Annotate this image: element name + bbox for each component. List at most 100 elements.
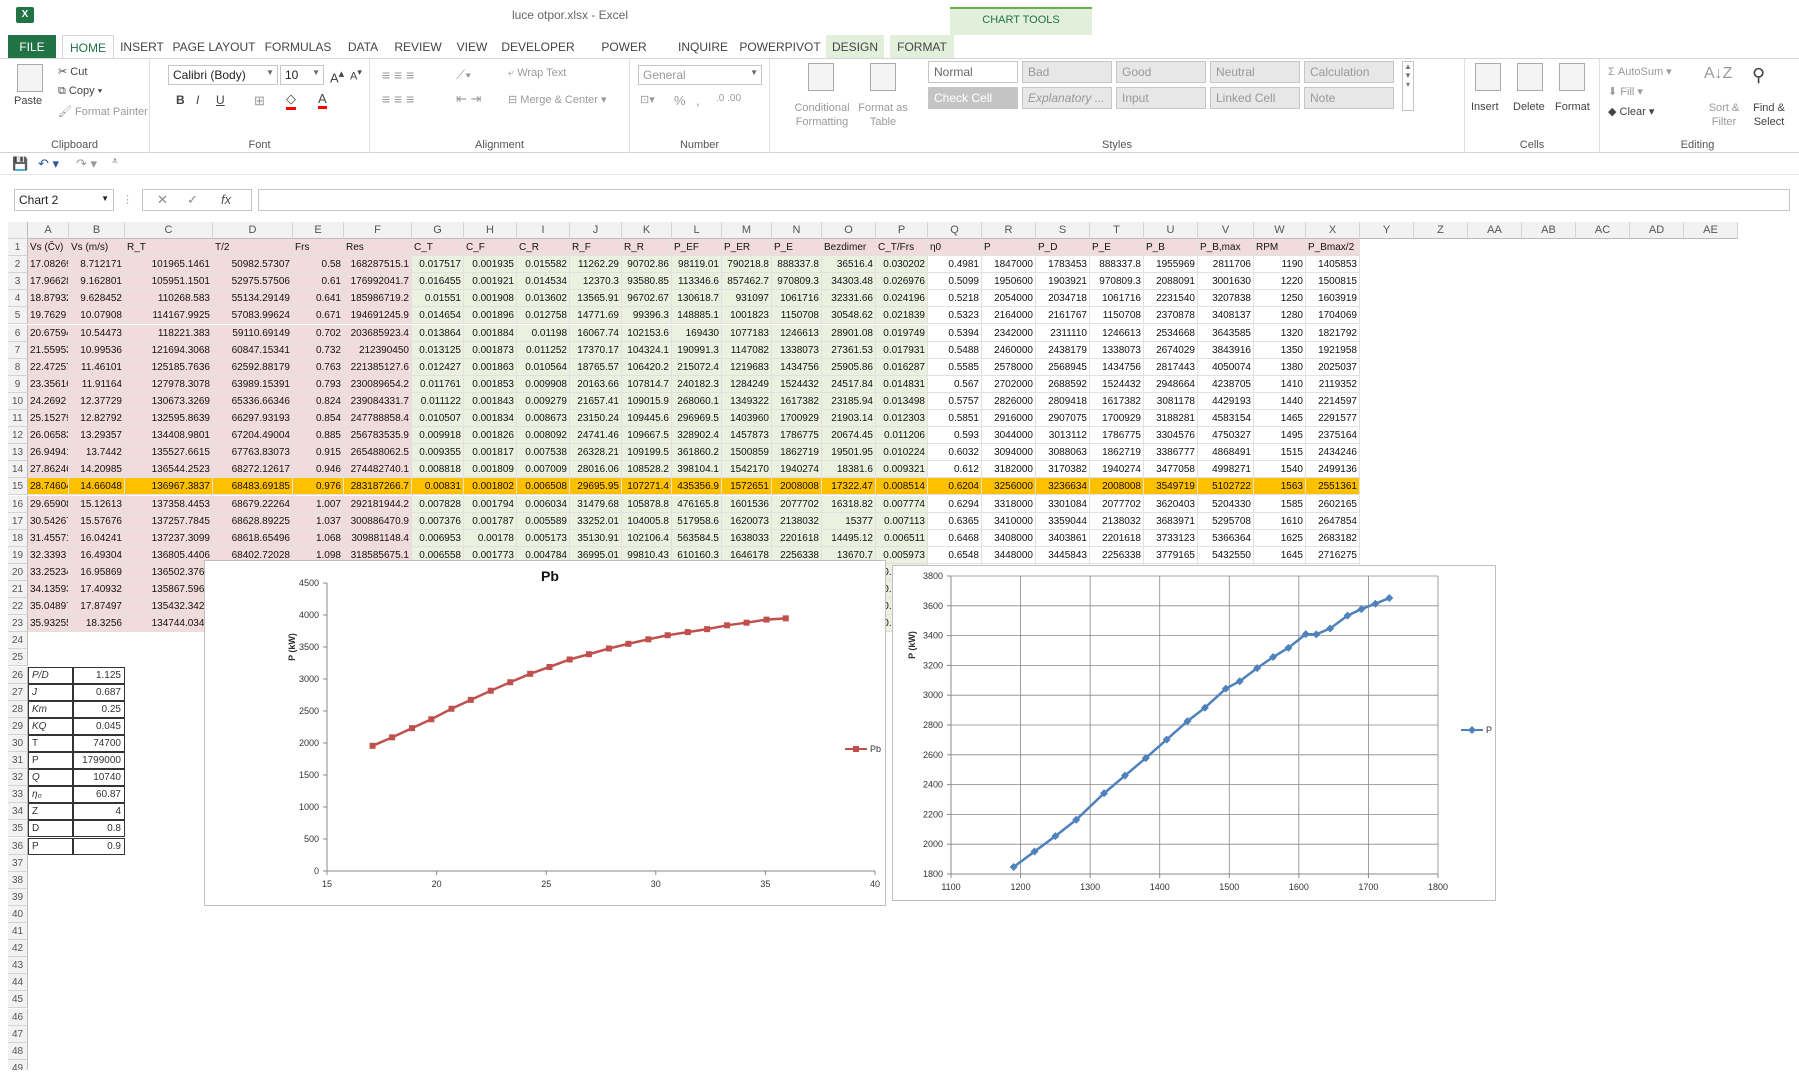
data-cell[interactable]: 35.04897 — [28, 598, 69, 616]
data-cell[interactable]: 1821792 — [1306, 324, 1360, 342]
data-cell[interactable]: 20.67594 — [28, 324, 69, 342]
data-cell[interactable]: 2119352 — [1306, 375, 1360, 393]
paste-button[interactable]: Paste — [14, 95, 43, 107]
data-cell[interactable]: 3094000 — [982, 444, 1036, 462]
data-cell[interactable]: 2214597 — [1306, 392, 1360, 410]
format-painter-button[interactable]: 🖌 Format Painter — [58, 106, 148, 118]
data-cell[interactable]: 1349322 — [722, 392, 772, 410]
row-header[interactable]: 4 — [8, 290, 28, 308]
data-cell[interactable]: 1617382 — [1090, 392, 1144, 410]
cell-style-good[interactable]: Good — [1116, 61, 1206, 83]
merge-center-button[interactable]: ⊟ Merge & Center ▾ — [508, 94, 607, 106]
data-cell[interactable]: 3304576 — [1144, 427, 1198, 445]
data-cell[interactable]: 3620403 — [1144, 495, 1198, 513]
sort-filter-button[interactable]: Sort & Filter — [1708, 102, 1740, 128]
header-cell[interactable]: Vs (m/s) — [69, 239, 125, 256]
data-cell[interactable]: 109199.5 — [622, 444, 672, 462]
data-cell[interactable]: 1704069 — [1306, 307, 1360, 325]
data-cell[interactable]: 0.01198 — [517, 324, 570, 342]
param-label[interactable]: P — [28, 837, 73, 855]
data-cell[interactable]: 3843916 — [1198, 341, 1254, 359]
column-header[interactable]: O — [822, 222, 876, 239]
data-cell[interactable]: 0.946 — [293, 461, 344, 479]
customize-qat-icon[interactable]: ⩡ — [112, 156, 118, 167]
data-cell[interactable]: 0.012758 — [517, 307, 570, 325]
data-cell[interactable]: 107271.4 — [622, 478, 672, 496]
header-cell[interactable]: T/2 — [213, 239, 293, 256]
data-cell[interactable]: 0.824 — [293, 392, 344, 410]
data-cell[interactable]: 203685923.4 — [344, 324, 412, 342]
data-cell[interactable]: 0.001873 — [464, 341, 517, 359]
data-cell[interactable]: 1540 — [1254, 461, 1306, 479]
data-cell[interactable]: 18765.57 — [570, 358, 622, 376]
data-cell[interactable]: 107814.7 — [622, 375, 672, 393]
data-cell[interactable]: 185986719.2 — [344, 290, 412, 308]
data-cell[interactable]: 1.007 — [293, 495, 344, 513]
data-cell[interactable]: 1219683 — [722, 358, 772, 376]
data-cell[interactable]: 16067.74 — [570, 324, 622, 342]
align-top-icon[interactable]: ≡ ≡ ≡ — [382, 67, 415, 83]
column-header[interactable]: S — [1036, 222, 1090, 239]
data-cell[interactable]: 20163.66 — [570, 375, 622, 393]
data-cell[interactable]: 33252.01 — [570, 512, 622, 530]
data-cell[interactable]: 0.732 — [293, 341, 344, 359]
data-cell[interactable]: 1150708 — [1090, 307, 1144, 325]
data-cell[interactable]: 0.001896 — [464, 307, 517, 325]
data-cell[interactable]: 0.5488 — [928, 341, 982, 359]
header-cell[interactable]: P_ER — [722, 239, 772, 256]
data-cell[interactable]: 1862719 — [1090, 444, 1144, 462]
data-cell[interactable]: 10.07908 — [69, 307, 125, 325]
format-as-table-button[interactable]: Format as Table — [858, 102, 908, 128]
data-cell[interactable]: 2370878 — [1144, 307, 1198, 325]
data-cell[interactable]: 0.001834 — [464, 410, 517, 427]
cell-style-input[interactable]: Input — [1116, 87, 1206, 109]
data-cell[interactable]: 60847.15341 — [213, 341, 293, 359]
data-cell[interactable]: 0.030202 — [876, 256, 928, 274]
data-cell[interactable]: 137257.7845 — [125, 512, 213, 530]
param-label[interactable]: P/D — [28, 666, 73, 684]
data-cell[interactable]: 135432.3429 — [125, 598, 213, 616]
data-cell[interactable]: 1950600 — [982, 273, 1036, 291]
data-cell[interactable]: 435356.9 — [672, 478, 722, 496]
row-header[interactable]: 35 — [8, 820, 28, 838]
data-cell[interactable]: 23.35616 — [28, 375, 69, 393]
row-header[interactable]: 6 — [8, 324, 28, 342]
header-cell[interactable]: C_T/Frs — [876, 239, 928, 256]
row-header[interactable]: 39 — [8, 888, 28, 906]
data-cell[interactable]: 52975.57506 — [213, 273, 293, 291]
header-cell[interactable]: P_E — [772, 239, 822, 256]
param-value[interactable]: 0.8 — [73, 820, 125, 838]
data-cell[interactable]: 0.885 — [293, 427, 344, 445]
data-cell[interactable]: 1495 — [1254, 427, 1306, 445]
data-cell[interactable]: 3207838 — [1198, 290, 1254, 308]
data-cell[interactable]: 0.671 — [293, 307, 344, 325]
data-cell[interactable]: 0.5757 — [928, 392, 982, 410]
row-header[interactable]: 42 — [8, 940, 28, 958]
data-cell[interactable]: 16318.82 — [822, 495, 876, 513]
data-cell[interactable]: 1220 — [1254, 273, 1306, 291]
data-cell[interactable]: 1380 — [1254, 358, 1306, 376]
row-header[interactable]: 40 — [8, 905, 28, 923]
data-cell[interactable]: 0.009321 — [876, 461, 928, 479]
data-cell[interactable]: 0.009918 — [412, 427, 464, 445]
data-cell[interactable]: 19.7629 — [28, 307, 69, 325]
data-cell[interactable]: 1610 — [1254, 512, 1306, 530]
data-cell[interactable]: 0.005589 — [517, 512, 570, 530]
number-format-select[interactable]: General ▼ — [638, 65, 762, 85]
data-cell[interactable]: 24517.84 — [822, 375, 876, 393]
data-cell[interactable]: 283187266.7 — [344, 478, 412, 496]
column-header[interactable]: M — [722, 222, 772, 239]
data-cell[interactable]: 0.021839 — [876, 307, 928, 325]
row-header[interactable]: 3 — [8, 273, 28, 291]
data-cell[interactable]: 1350 — [1254, 341, 1306, 359]
data-cell[interactable]: 3013112 — [1036, 427, 1090, 445]
data-cell[interactable]: 0.593 — [928, 427, 982, 445]
header-cell[interactable]: R_F — [570, 239, 622, 256]
tab-page-layout[interactable]: PAGE LAYOUT — [172, 40, 256, 54]
tab-data[interactable]: DATA — [347, 40, 379, 54]
data-cell[interactable]: 109667.5 — [622, 427, 672, 445]
cut-button[interactable]: ✂ Cut — [58, 66, 88, 78]
data-cell[interactable]: 1524432 — [772, 375, 822, 393]
data-cell[interactable]: 16.04241 — [69, 529, 125, 547]
column-header[interactable]: X — [1306, 222, 1360, 239]
